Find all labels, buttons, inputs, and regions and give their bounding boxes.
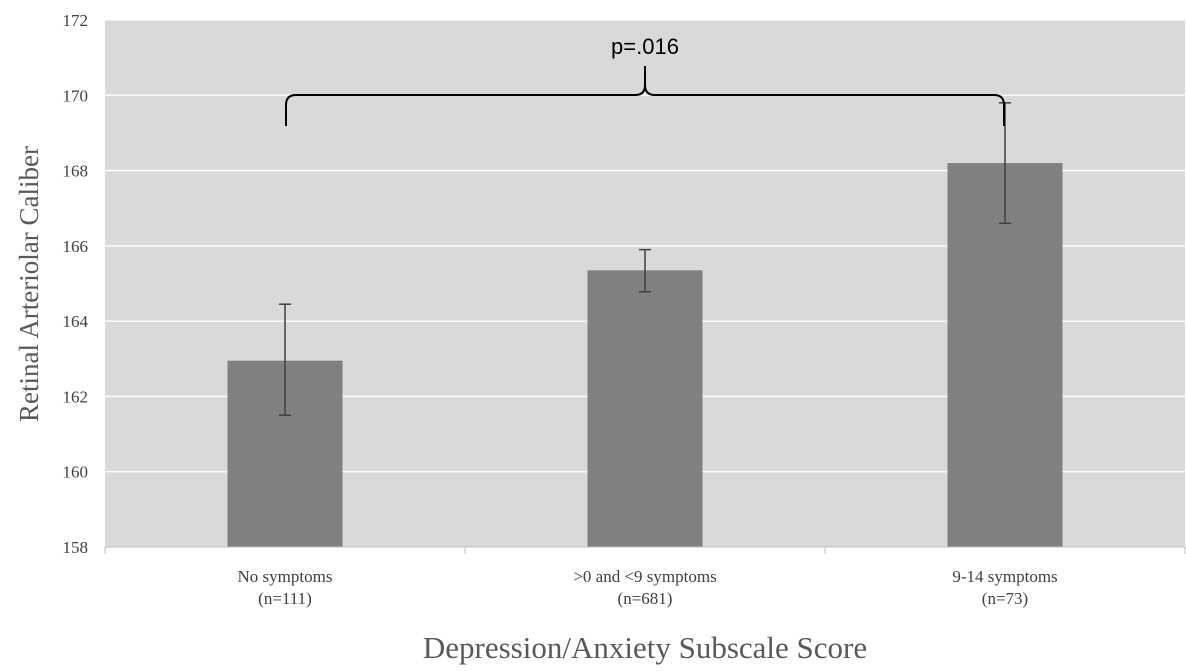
bar [587, 270, 703, 547]
y-tick-label: 168 [63, 162, 89, 181]
y-axis: 158 160 162 164 166 168 170 172 [63, 11, 89, 557]
y-tick-label: 172 [63, 11, 89, 30]
x-category-label: 9-14 symptoms [952, 567, 1057, 586]
y-tick-label: 164 [63, 312, 89, 331]
y-tick-label: 160 [63, 463, 89, 482]
x-category-count: (n=111) [258, 589, 312, 608]
x-category-label: No symptoms [238, 567, 333, 586]
y-axis-title: Retinal Arteriolar Caliber [14, 146, 44, 422]
y-tick-label: 170 [63, 86, 89, 105]
x-category-count: (n=681) [618, 589, 673, 608]
y-tick-label: 158 [63, 538, 89, 557]
x-category-label: >0 and <9 symptoms [573, 567, 716, 586]
significance-bracket [285, 66, 1005, 126]
x-axis: No symptoms (n=111) >0 and <9 symptoms (n=6… [104, 546, 1186, 608]
bar [947, 163, 1063, 548]
y-tick-label: 166 [63, 237, 89, 256]
y-tick-label: 162 [63, 387, 89, 406]
p-value-annotation: p=.016 [611, 34, 679, 59]
x-category-count: (n=73) [982, 589, 1028, 608]
x-axis-title: Depression/Anxiety Subscale Score [423, 630, 867, 665]
